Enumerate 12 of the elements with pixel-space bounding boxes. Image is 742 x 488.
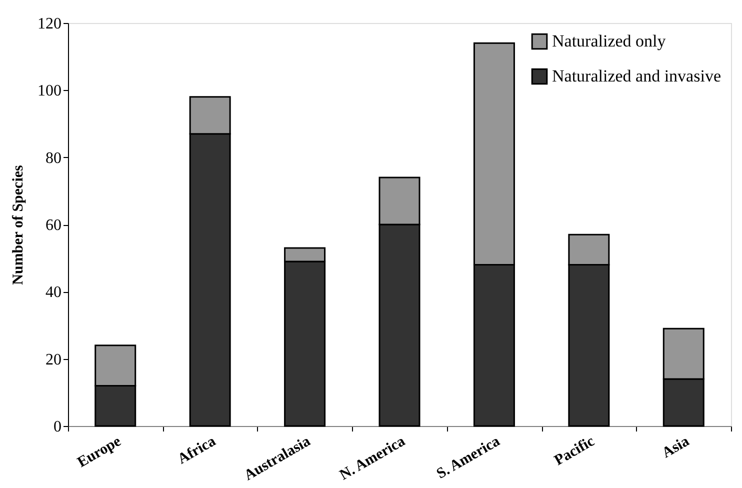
y-tick-label: 60	[46, 217, 62, 234]
x-tick-label: Africa	[175, 433, 220, 468]
legend-label: Naturalized only	[552, 32, 666, 50]
y-tick-label: 0	[54, 418, 62, 436]
y-tick-label: 120	[38, 16, 62, 32]
y-tick-label: 40	[46, 284, 62, 302]
x-tick-label: Asia	[660, 433, 693, 462]
y-axis-title: Number of Species	[10, 164, 26, 285]
legend-label: Naturalized and invasive	[552, 66, 721, 86]
y-tick-label: 80	[46, 150, 62, 167]
y-tick-label: 20	[46, 351, 62, 368]
y-tick-label: 100	[38, 82, 62, 100]
